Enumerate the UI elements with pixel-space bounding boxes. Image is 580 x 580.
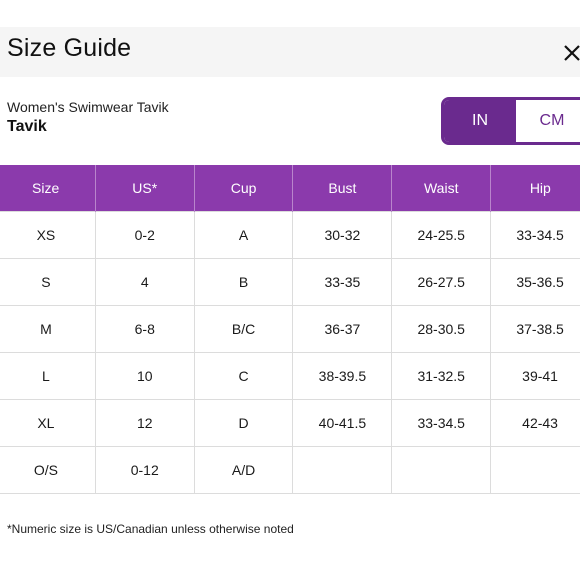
cell-bust: 30-32: [292, 211, 393, 259]
cell-us: 12: [94, 399, 195, 447]
cell-us: 0-2: [94, 211, 195, 259]
cell-us: 4: [94, 258, 195, 306]
table-row: L 10 C 38-39.5 31-32.5 39-41: [0, 352, 580, 400]
cell-hip: [490, 446, 580, 494]
cell-bust: 38-39.5: [292, 352, 393, 400]
table-row: XS 0-2 A 30-32 24-25.5 33-34.5: [0, 211, 580, 259]
column-header-bust: Bust: [292, 165, 393, 212]
cell-hip: 35-36.5: [490, 258, 580, 306]
size-table: Size US* Cup Bust Waist Hip XS 0-2 A 30-…: [0, 165, 580, 494]
cell-cup: A/D: [193, 446, 294, 494]
cell-waist: 33-34.5: [391, 399, 492, 447]
cell-cup: A: [193, 211, 294, 259]
cell-waist: 31-32.5: [391, 352, 492, 400]
table-row: XL 12 D 40-41.5 33-34.5 42-43: [0, 399, 580, 447]
cell-size: M: [0, 305, 96, 353]
column-header-size: Size: [0, 165, 96, 212]
cell-bust: 40-41.5: [292, 399, 393, 447]
cell-size: L: [0, 352, 96, 400]
product-name: Tavik: [7, 118, 47, 135]
column-header-hip: Hip: [490, 165, 580, 212]
column-header-us: US*: [95, 165, 195, 212]
cell-size: O/S: [0, 446, 96, 494]
cell-size: XL: [0, 399, 96, 447]
dialog-header: [0, 27, 580, 77]
cell-us: 10: [94, 352, 195, 400]
unit-option-cm[interactable]: CM: [516, 100, 580, 142]
cell-hip: 42-43: [490, 399, 580, 447]
cell-hip: 39-41: [490, 352, 580, 400]
cell-waist: 28-30.5: [391, 305, 492, 353]
close-icon: [564, 45, 580, 61]
cell-cup: B/C: [193, 305, 294, 353]
unit-option-in[interactable]: IN: [444, 100, 516, 142]
cell-waist: 26-27.5: [391, 258, 492, 306]
cell-waist: 24-25.5: [391, 211, 492, 259]
table-row: O/S 0-12 A/D: [0, 446, 580, 494]
table-header-row: Size US* Cup Bust Waist Hip: [0, 165, 580, 212]
product-category: Women's Swimwear Tavik: [7, 99, 169, 115]
close-button[interactable]: [560, 38, 580, 62]
cell-cup: B: [193, 258, 294, 306]
cell-bust: [292, 446, 393, 494]
cell-bust: 33-35: [292, 258, 393, 306]
cell-size: S: [0, 258, 96, 306]
cell-cup: C: [193, 352, 294, 400]
cell-hip: 33-34.5: [490, 211, 580, 259]
unit-toggle: IN CM: [441, 97, 580, 145]
dialog-title: Size Guide: [7, 34, 132, 62]
cell-waist: [391, 446, 492, 494]
column-header-waist: Waist: [391, 165, 492, 212]
table-row: S 4 B 33-35 26-27.5 35-36.5: [0, 258, 580, 306]
cell-hip: 37-38.5: [490, 305, 580, 353]
cell-bust: 36-37: [292, 305, 393, 353]
cell-size: XS: [0, 211, 96, 259]
footnote: *Numeric size is US/Canadian unless othe…: [7, 522, 294, 536]
table-row: M 6-8 B/C 36-37 28-30.5 37-38.5: [0, 305, 580, 353]
cell-cup: D: [193, 399, 294, 447]
column-header-cup: Cup: [194, 165, 294, 212]
cell-us: 0-12: [94, 446, 195, 494]
cell-us: 6-8: [94, 305, 195, 353]
